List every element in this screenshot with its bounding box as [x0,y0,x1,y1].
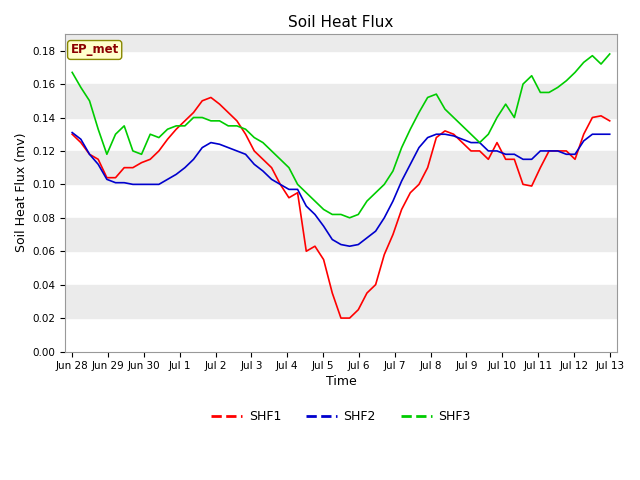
Title: Soil Heat Flux: Soil Heat Flux [288,15,394,30]
Bar [65,285,617,318]
Y-axis label: Soil Heat Flux (mv): Soil Heat Flux (mv) [15,133,28,252]
X-axis label: Time: Time [326,375,356,388]
Bar [65,218,617,251]
Bar [65,151,617,184]
Legend: SHF1, SHF2, SHF3: SHF1, SHF2, SHF3 [206,406,476,428]
Bar [65,17,617,51]
Text: EP_met: EP_met [70,44,119,57]
Bar [65,84,617,118]
